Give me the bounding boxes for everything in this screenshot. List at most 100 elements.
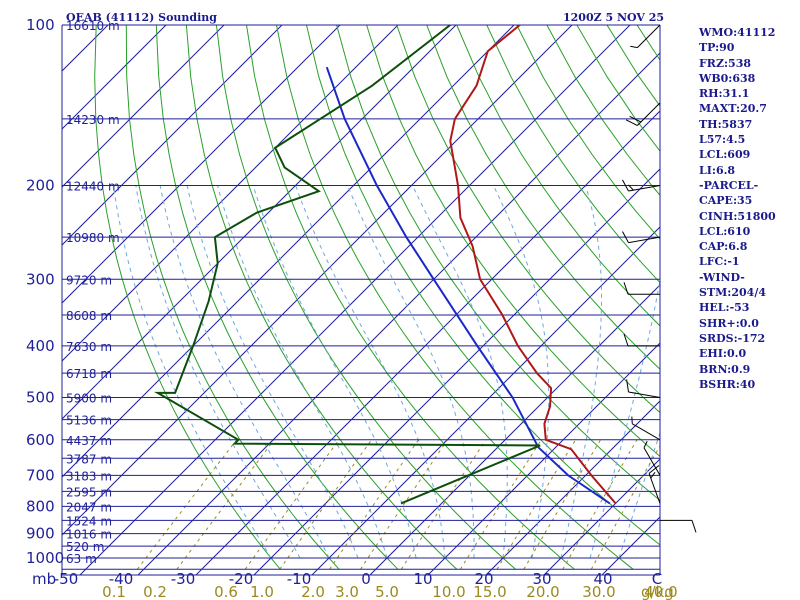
temperature-tick-label: -40 xyxy=(109,570,134,588)
isotherm-line xyxy=(62,25,283,246)
mixing-ratio-tick-label: 3.0 xyxy=(335,583,359,600)
isotherm-line xyxy=(0,25,50,575)
height-label: 5136 m xyxy=(66,414,112,428)
wind-barb xyxy=(660,519,697,533)
sounding-index: TP:90 xyxy=(699,41,735,55)
moist-adiabat-line xyxy=(492,185,550,559)
mixing-ratio-line xyxy=(400,439,487,570)
mixing-ratio-tick-label: 0.6 xyxy=(214,583,238,600)
isotherm-line xyxy=(137,52,660,575)
wind-barb xyxy=(648,465,661,504)
mixing-ratio-tick-label: 15.0 xyxy=(473,583,506,600)
mixing-ratio-tick-label: 2.0 xyxy=(301,583,325,600)
mixing-ratio-line xyxy=(279,439,372,570)
height-label: 63 m xyxy=(66,552,97,566)
mixing-ratio-tick-label: 5.0 xyxy=(375,583,399,600)
temperature-tick-label: -20 xyxy=(229,570,254,588)
dewpoint-curve xyxy=(153,25,541,505)
moist-adiabat-line xyxy=(159,185,330,559)
sounding-index: LI:6.8 xyxy=(699,163,736,177)
dry-adiabat-line xyxy=(125,25,340,570)
pressure-tick-label: 100 xyxy=(26,16,55,34)
temperature-tick-label: 30 xyxy=(532,570,551,588)
wind-barb-flag xyxy=(623,333,629,347)
wind-barb-staff xyxy=(628,391,661,399)
sounding-index: WB0:638 xyxy=(699,71,756,85)
height-label: 7630 m xyxy=(66,340,112,354)
wind-barb xyxy=(625,102,661,126)
wind-barb-flag xyxy=(625,119,638,126)
sounding-index: CAPE:35 xyxy=(699,194,753,208)
wind-barb-flag xyxy=(691,520,697,533)
mixing-ratio-tick-label: 0.1 xyxy=(102,583,126,600)
wind-barb xyxy=(643,441,661,476)
pressure-tick-label: 700 xyxy=(26,466,55,484)
wind-barb xyxy=(631,416,661,441)
isotherm-line xyxy=(369,284,660,575)
sounding-index: RH:31.1 xyxy=(699,87,750,101)
isotherm-line xyxy=(427,342,660,575)
background-lines xyxy=(0,25,660,575)
wind-barb xyxy=(626,379,661,399)
wind-barb-flag xyxy=(628,184,634,191)
wind-barb-staff xyxy=(628,184,661,192)
wind-barb-flag xyxy=(643,441,648,448)
wind-barb-flag xyxy=(623,282,629,295)
mixing-ratio-tick-label: 0.2 xyxy=(143,583,167,600)
sounding-index: CINH:51800 xyxy=(699,209,776,223)
dry-adiabat-line xyxy=(426,25,660,370)
height-label: 14230 m xyxy=(66,113,120,127)
temperature-tick-label: 0 xyxy=(361,570,371,588)
mixing-ratio-line xyxy=(562,439,638,570)
sounding-index: EHI:0.0 xyxy=(699,347,747,361)
height-label: 12440 m xyxy=(66,179,120,193)
dry-adiabat-line xyxy=(306,25,660,546)
sounding-index: -PARCEL- xyxy=(699,178,759,192)
temperature-tick-label: -10 xyxy=(287,570,312,588)
dry-adiabat-line xyxy=(486,25,660,284)
wind-barb-flag xyxy=(629,115,642,123)
moist-adiabat-line xyxy=(560,185,602,559)
isotherm-line xyxy=(62,25,515,478)
mixing-ratio-line xyxy=(136,439,238,570)
mixing-ratio-tick-label: 10.0 xyxy=(432,583,465,600)
mixing-ratio-tick-label: 30.0 xyxy=(582,583,615,600)
sounding-index: LFC:-1 xyxy=(699,255,740,269)
dry-adiabat-line xyxy=(366,25,660,458)
height-label: 520 m xyxy=(66,540,104,554)
pressure-tick-label: 800 xyxy=(26,497,55,515)
mixing-ratio-line xyxy=(244,439,340,570)
height-label: 10980 m xyxy=(66,231,120,245)
wind-barb-staff xyxy=(632,423,661,441)
isotherm-line xyxy=(62,25,167,130)
height-label: 5900 m xyxy=(66,392,112,406)
height-label: 2595 m xyxy=(66,485,112,499)
moist-adiabat-line xyxy=(412,185,508,559)
isotherm-line xyxy=(253,168,660,575)
wind-barb-flag xyxy=(622,179,629,192)
dry-adiabat-line xyxy=(185,25,458,570)
wind-barb-staff xyxy=(628,236,661,244)
sounding-index: BRN:0.9 xyxy=(699,362,751,376)
wind-barb-column xyxy=(622,24,697,533)
pressure-unit-label: mb xyxy=(32,570,56,588)
moist-adiabat-line xyxy=(347,185,475,558)
temperature-tick-label: 20 xyxy=(474,570,493,588)
moist-adiabat-line xyxy=(135,185,301,559)
pressure-tick-label: 500 xyxy=(26,389,55,407)
isotherm-line xyxy=(62,25,225,188)
station-title: OEAB (41112) Sounding xyxy=(66,11,217,24)
sounding-index: LCL:609 xyxy=(699,148,751,162)
height-label: 4437 m xyxy=(66,434,112,448)
pressure-tick-label: 600 xyxy=(26,431,55,449)
isotherm-line xyxy=(543,458,660,575)
sounding-index: CAP:6.8 xyxy=(699,240,748,254)
isotherm-line xyxy=(485,400,660,575)
valid-time: 1200Z 5 NOV 25 xyxy=(563,11,664,24)
isotherm-line xyxy=(79,25,631,575)
moist-adiabat-line xyxy=(295,185,446,559)
wind-barb-flag xyxy=(648,465,660,474)
dry-adiabat-line xyxy=(336,25,660,502)
height-label: 3787 m xyxy=(66,452,112,466)
